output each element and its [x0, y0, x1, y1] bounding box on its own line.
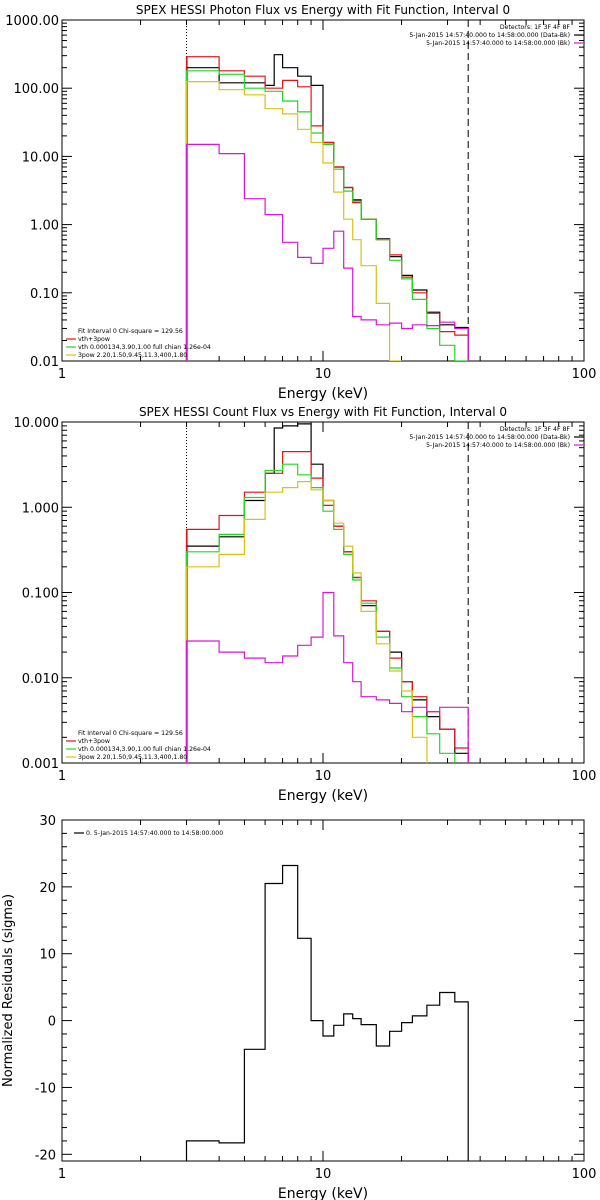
- x-tick-label: 100: [572, 769, 597, 784]
- y-tick-label: 1.000: [22, 501, 59, 516]
- y-axis-label: Normalized Residuals (sigma): [1, 894, 16, 1087]
- y-tick-label: 10.000: [14, 416, 60, 431]
- series-black-line: [185, 864, 469, 1161]
- legend-entry: vth 0.000134,3.90,1.00 full chian 1.26e-…: [78, 344, 211, 351]
- legend-entry: 5-Jan-2015 14:57:40.000 to 14:58:00.000 …: [409, 434, 570, 441]
- legend-legend_bl: Fit Interval 0 Chi-square = 129.56vth+3p…: [66, 328, 211, 359]
- legend-entry: 5-Jan-2015 14:57:40.000 to 14:58:00.000 …: [409, 32, 570, 39]
- legend-entry: vth+3pow: [78, 738, 110, 745]
- series-red-line: [185, 451, 469, 763]
- y-tick-label: 0.10: [30, 287, 59, 302]
- legend-entry: Detectors: 1F 3F 4F 8F: [500, 426, 571, 433]
- x-tick-label: 100: [572, 367, 597, 382]
- y-tick-label: 0.100: [22, 587, 59, 602]
- y-tick-label: 10: [39, 948, 56, 963]
- chart-panel-1: SPEX HESSI Photon Flux vs Energy with Fi…: [5, 3, 597, 402]
- chart-title: SPEX HESSI Count Flux vs Energy with Fit…: [139, 405, 507, 419]
- x-axis-label: Energy (keV): [278, 386, 368, 402]
- legend-legend_bl: Fit Interval 0 Chi-square = 129.56vth+3p…: [66, 730, 211, 761]
- y-tick-label: 1000.00: [5, 14, 59, 29]
- chart-panel-2: SPEX HESSI Count Flux vs Energy with Fit…: [14, 405, 597, 804]
- plot-frame: [61, 19, 585, 362]
- y-tick-label: -10: [35, 1081, 56, 1096]
- y-tick-label: 1.00: [30, 219, 59, 234]
- y-tick-label: 30: [39, 814, 56, 829]
- x-tick-label: 100: [572, 1167, 597, 1182]
- legend-legend_tr: Detectors: 1F 3F 4F 8F5-Jan-2015 14:57:4…: [409, 24, 584, 47]
- legend-entry: 0. 5-Jan-2015 14:57:40.000 to 14:58:00.0…: [86, 830, 223, 837]
- x-tick-label: 1: [58, 367, 66, 382]
- series-magenta-line: [185, 143, 469, 361]
- x-tick-label: 10: [315, 769, 332, 784]
- chart-title: SPEX HESSI Photon Flux vs Energy with Fi…: [136, 3, 510, 17]
- legend-entry: 3pow 2.20,1.50,9.45,11.3,400,1.80: [78, 352, 187, 359]
- x-tick-label: 1: [58, 769, 66, 784]
- y-tick-label: 0: [48, 1015, 56, 1030]
- series-yellow-line: [185, 481, 428, 763]
- series-black-line: [185, 54, 469, 361]
- series-red-line: [185, 56, 469, 361]
- x-axis-label: Energy (keV): [278, 788, 368, 804]
- chart-panel-3: Energy (keV) Normalized Residuals (sigma)…: [1, 814, 596, 1200]
- y-tick-label: -20: [35, 1148, 56, 1163]
- legend-entry: Detectors: 1F 3F 4F 8F: [500, 24, 571, 31]
- legend-entry: 5-Jan-2015 14:57:40.000 to 14:58:00.000 …: [426, 40, 570, 47]
- x-tick-label: 10: [315, 367, 332, 382]
- series-green-line: [185, 70, 469, 361]
- legend-entry: vth 0.000134,3.90,1.00 full chian 1.26e-…: [78, 746, 211, 753]
- x-axis-label: Energy (keV): [278, 1186, 368, 1200]
- x-tick-label: 1: [58, 1167, 66, 1182]
- legend-entry: Fit Interval 0 Chi-square = 129.56: [78, 730, 183, 737]
- legend-legend_tl: 0. 5-Jan-2015 14:57:40.000 to 14:58:00.0…: [74, 830, 223, 837]
- y-tick-label: 100.00: [14, 82, 60, 97]
- series-yellow-line: [185, 81, 403, 361]
- legend-legend_tr: Detectors: 1F 3F 4F 8F5-Jan-2015 14:57:4…: [409, 426, 584, 449]
- legend-entry: vth+3pow: [78, 336, 110, 343]
- series-magenta-line: [185, 591, 469, 763]
- x-tick-label: 10: [315, 1167, 332, 1182]
- legend-entry: 3pow 2.20,1.50,9.45,11.3,400,1.80: [78, 754, 187, 761]
- plot-frame: [61, 819, 585, 1162]
- y-tick-label: 10.00: [22, 150, 59, 165]
- legend-entry: Fit Interval 0 Chi-square = 129.56: [78, 328, 183, 335]
- legend-entry: 5-Jan-2015 14:57:40.000 to 14:58:00.000 …: [426, 442, 570, 449]
- y-tick-label: 0.010: [22, 672, 59, 687]
- y-tick-label: 0.001: [22, 757, 59, 772]
- y-tick-label: 20: [39, 881, 56, 896]
- y-tick-label: 0.01: [30, 355, 59, 370]
